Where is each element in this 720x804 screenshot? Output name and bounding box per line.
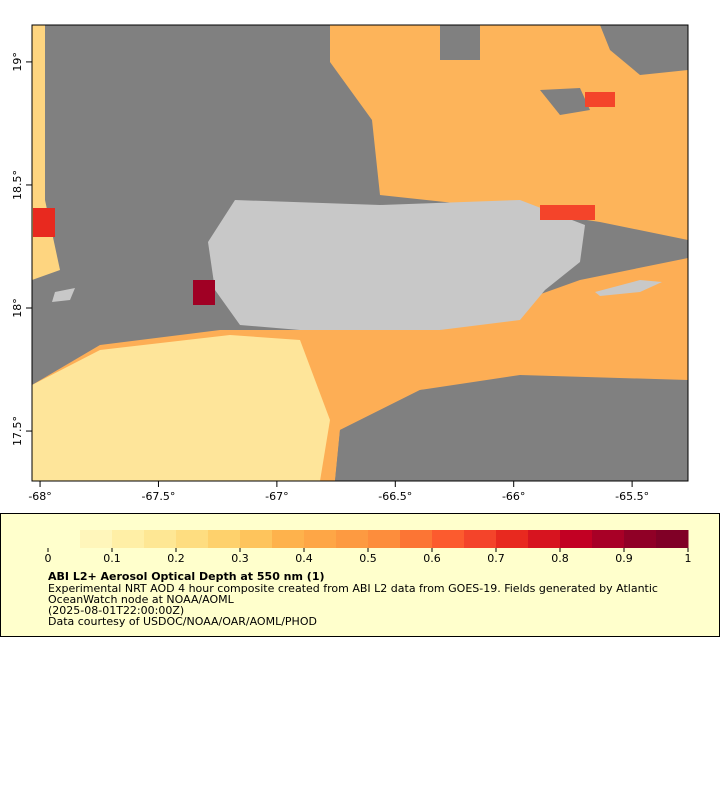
- colorbar-tick-label: 0.9: [615, 552, 633, 565]
- x-tick-label: -67.5°: [141, 490, 175, 503]
- colorbar-tick-label: 0: [45, 552, 52, 565]
- x-tick-label: -66.5°: [378, 490, 412, 503]
- x-tick-label: -67°: [265, 490, 288, 503]
- no-data: [600, 25, 688, 75]
- colorbar-bin: [80, 530, 113, 548]
- colorbar-bin: [432, 530, 465, 548]
- colorbar-bin: [272, 530, 305, 548]
- y-tick-label: 18.5°: [11, 170, 24, 200]
- high-aod: [540, 205, 595, 220]
- legend-text: Experimental NRT AOD 4 hour composite cr…: [48, 582, 658, 595]
- no-data: [440, 25, 480, 60]
- legend-title: ABI L2+ Aerosol Optical Depth at 550 nm …: [48, 570, 325, 583]
- island: [52, 288, 75, 302]
- high-aod: [33, 208, 55, 237]
- legend-text: Data courtesy of USDOC/NOAA/OAR/AOML/PHO…: [48, 615, 317, 628]
- y-tick-label: 18°: [11, 298, 24, 318]
- legend-text: OceanWatch node at NOAA/AOML: [48, 593, 235, 606]
- colorbar-bin: [336, 530, 369, 548]
- colorbar-tick-label: 0.1: [103, 552, 121, 565]
- y-tick-label: 19°: [11, 52, 24, 72]
- colorbar-bin: [368, 530, 401, 548]
- colorbar-bin: [528, 530, 561, 548]
- colorbar-tick-label: 0.3: [231, 552, 249, 565]
- aod-field: [32, 335, 330, 481]
- colorbar-bin: [656, 530, 689, 548]
- colorbar-bin: [496, 530, 529, 548]
- x-tick-label: -65.5°: [615, 490, 649, 503]
- legend-text: (2025-08-01T22:00:00Z): [48, 604, 184, 617]
- y-tick-label: 17.5°: [11, 416, 24, 446]
- colorbar-tick-label: 0.8: [551, 552, 569, 565]
- colorbar-bin: [176, 530, 209, 548]
- colorbar-bin: [400, 530, 433, 548]
- colorbar-tick-label: 1: [685, 552, 692, 565]
- no-data: [335, 380, 688, 481]
- colorbar-bin: [48, 530, 81, 548]
- colorbar-tick-label: 0.5: [359, 552, 377, 565]
- colorbar-bin: [208, 530, 241, 548]
- high-aod: [193, 280, 215, 305]
- colorbar-bin: [304, 530, 337, 548]
- no-data: [540, 88, 590, 115]
- colorbar-bin: [592, 530, 625, 548]
- colorbar-tick-label: 0.6: [423, 552, 441, 565]
- high-aod: [585, 92, 615, 107]
- plot-frame: [31, 24, 689, 482]
- island: [595, 280, 662, 296]
- colorbar-bin: [624, 530, 657, 548]
- colorbar-tick-label: 0.4: [295, 552, 313, 565]
- colorbar-bin: [144, 530, 177, 548]
- x-tick-label: -66°: [502, 490, 525, 503]
- colorbar-tick-label: 0.7: [487, 552, 505, 565]
- colorbar-bin: [240, 530, 273, 548]
- colorbar-bin: [560, 530, 593, 548]
- x-tick-label: -68°: [28, 490, 51, 503]
- aod-field: [330, 25, 688, 240]
- colorbar-bin: [112, 530, 145, 548]
- island: [208, 200, 585, 330]
- colorbar-tick-label: 0.2: [167, 552, 185, 565]
- colorbar-bin: [464, 530, 497, 548]
